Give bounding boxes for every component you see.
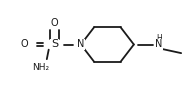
Text: H: H	[156, 34, 162, 43]
Text: S: S	[51, 40, 58, 49]
Text: O: O	[20, 40, 28, 49]
Text: O: O	[50, 18, 58, 28]
Text: NH₂: NH₂	[33, 63, 50, 72]
Text: N: N	[155, 40, 162, 49]
Text: N: N	[77, 40, 84, 49]
